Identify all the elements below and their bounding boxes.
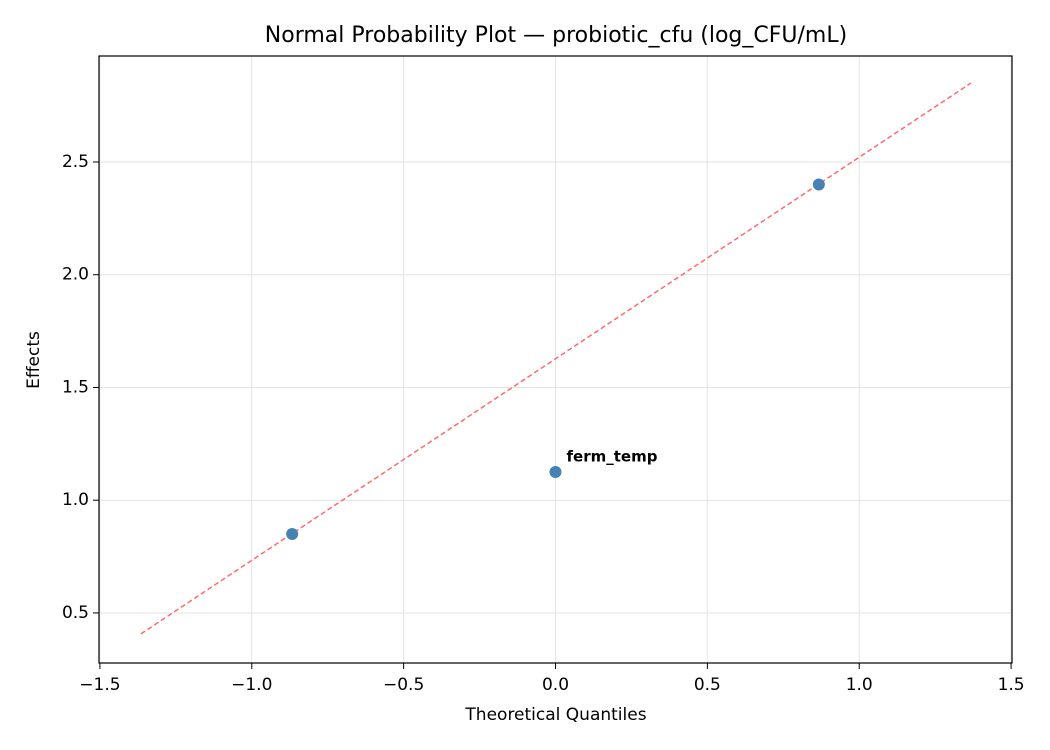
y-axis-label: Effects <box>24 331 44 389</box>
y-tick-label: 1.0 <box>62 490 89 510</box>
x-axis-label: Theoretical Quantiles <box>464 705 646 725</box>
annotation: ferm_temp <box>567 448 658 466</box>
y-tick-label: 0.5 <box>62 603 89 623</box>
y-tick-label: 1.5 <box>62 377 89 397</box>
x-tick-label: 1.0 <box>846 675 873 695</box>
x-tick-label: 0.0 <box>542 675 569 695</box>
x-tick-label: −1.5 <box>79 675 120 695</box>
plot-frame <box>98 55 1013 664</box>
y-tick-label: 2.0 <box>62 265 89 285</box>
x-tick-label: −1.0 <box>231 675 272 695</box>
data-point <box>812 178 825 191</box>
chart-title: Normal Probability Plot — probiotic_cfu … <box>265 23 847 48</box>
y-tick-label: 2.5 <box>62 152 89 172</box>
x-tick-label: 0.5 <box>694 675 721 695</box>
x-tick-label: 1.5 <box>998 675 1025 695</box>
reference-line <box>140 82 972 635</box>
data-point <box>286 528 299 541</box>
data-point <box>549 466 562 479</box>
x-tick-label: −0.5 <box>383 675 424 695</box>
